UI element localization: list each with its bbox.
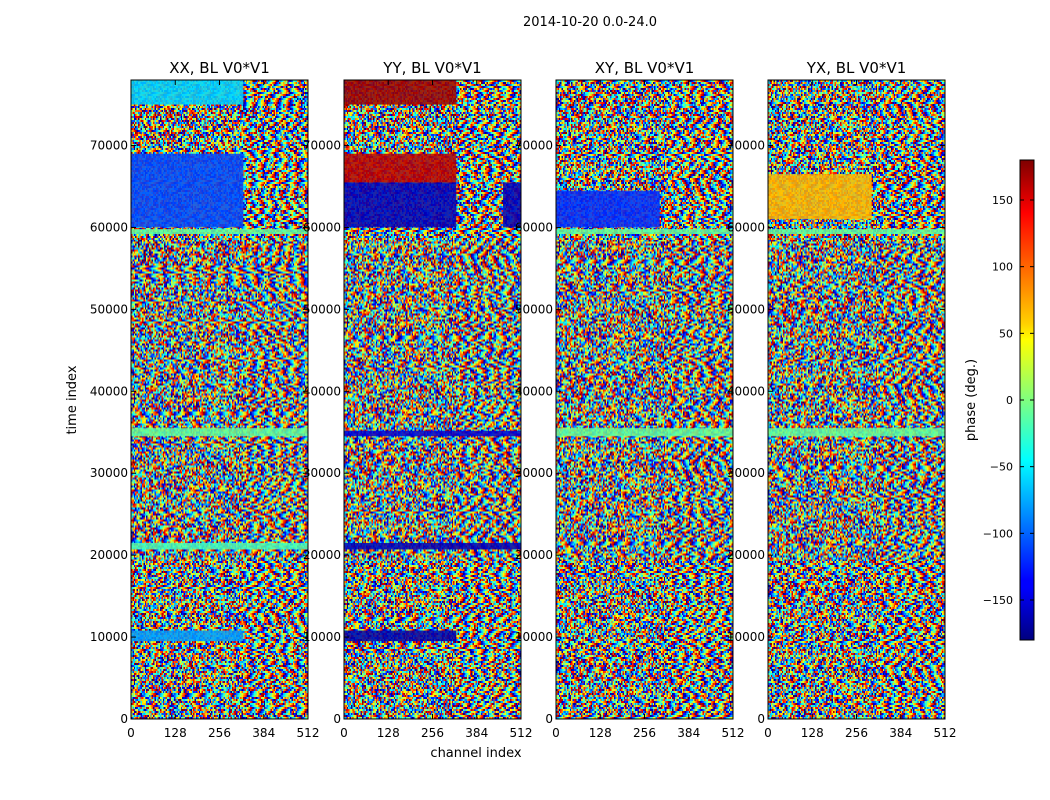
y-tick-label: 30000	[90, 466, 128, 480]
y-tick-label: 70000	[727, 139, 765, 153]
heatmap-band	[131, 229, 308, 235]
panel-title: XY, BL V0*V1	[595, 59, 695, 77]
y-tick-label: 40000	[727, 384, 765, 398]
y-tick-label: 50000	[90, 302, 128, 316]
colorbar-tick-label: −150	[983, 594, 1013, 607]
y-tick-label: 50000	[303, 302, 341, 316]
y-tick-label: 50000	[727, 302, 765, 316]
colorbar: −150 −100 −50 0 50 100 150 phase (deg.)	[964, 159, 1035, 641]
y-tick-label: 20000	[727, 548, 765, 562]
heatmap-image	[556, 80, 733, 719]
y-tick-label: 60000	[727, 220, 765, 234]
x-tick-label: 384	[677, 726, 700, 740]
figure-suptitle: 2014-10-20 0.0-24.0	[523, 15, 657, 30]
y-tick-label: 30000	[515, 466, 553, 480]
y-axis-label: time index	[65, 365, 80, 434]
panels: XX, BL V0*V1 0 128 256 384 512 0 10000 20000 3000…	[90, 59, 957, 740]
x-tick-label: 0	[552, 726, 560, 740]
heatmap-band	[131, 80, 244, 105]
heatmap-band	[344, 80, 457, 105]
heatmap-band	[131, 153, 244, 228]
x-tick-label: 256	[633, 726, 656, 740]
y-tick-label: 60000	[90, 220, 128, 234]
y-tick-label: 70000	[515, 139, 553, 153]
y-tick-label: 10000	[90, 630, 128, 644]
x-tick-label: 128	[164, 726, 187, 740]
colorbar-ticks: −150 −100 −50 0 50 100 150	[983, 194, 1034, 607]
heatmap-band	[556, 190, 660, 228]
x-tick-label: 0	[764, 726, 772, 740]
x-tick-label: 512	[297, 726, 320, 740]
x-tick-label: 128	[589, 726, 612, 740]
heatmap-band	[556, 229, 733, 235]
y-tick-label: 70000	[90, 139, 128, 153]
panel-4: YX, BL V0*V1 0 128 256 384 512 0 10000 20000 3000…	[727, 59, 957, 740]
y-tick-label: 40000	[90, 384, 128, 398]
y-tick-label: 0	[333, 712, 341, 726]
heatmap-band	[344, 182, 457, 228]
heatmap-band	[768, 229, 945, 235]
y-tick-label: 0	[545, 712, 553, 726]
panel-2: YY, BL V0*V1 0 128 256 384 512 0 10000 20000 3000…	[303, 59, 533, 740]
colorbar-tick-label: −50	[990, 461, 1013, 474]
heatmap-band	[131, 428, 308, 437]
x-axis-label: channel index	[430, 746, 521, 761]
y-tick-label: 30000	[727, 466, 765, 480]
y-tick-label: 10000	[303, 630, 341, 644]
x-tick-label: 0	[340, 726, 348, 740]
panel-3: XY, BL V0*V1 0 128 256 384 512 0 10000 20000 3000…	[515, 59, 745, 740]
y-tick-label: 60000	[303, 220, 341, 234]
y-tick-label: 10000	[515, 630, 553, 644]
x-tick-label: 128	[801, 726, 824, 740]
heatmap-band	[131, 542, 308, 550]
heatmap-band	[344, 630, 457, 642]
panel-1: XX, BL V0*V1 0 128 256 384 512 0 10000 20000 3000…	[90, 59, 320, 740]
y-tick-label: 40000	[515, 384, 553, 398]
heatmap-band	[344, 430, 521, 437]
y-tick-label: 0	[757, 712, 765, 726]
y-tick-label: 40000	[303, 384, 341, 398]
x-tick-label: 512	[722, 726, 745, 740]
x-tick-label: 256	[845, 726, 868, 740]
heatmap-band	[344, 542, 521, 550]
x-tick-label: 256	[208, 726, 231, 740]
panel-title: XX, BL V0*V1	[169, 59, 270, 77]
y-tick-label: 20000	[303, 548, 341, 562]
y-tick-label: 20000	[515, 548, 553, 562]
heatmap-band	[768, 174, 872, 220]
y-tick-label: 50000	[515, 302, 553, 316]
heatmap-band	[556, 428, 733, 437]
x-tick-label: 384	[252, 726, 275, 740]
panel-title: YX, BL V0*V1	[806, 59, 907, 77]
y-tick-label: 20000	[90, 548, 128, 562]
heatmap-band	[503, 182, 521, 228]
y-tick-label: 0	[120, 712, 128, 726]
colorbar-label: phase (deg.)	[964, 359, 979, 441]
x-tick-label: 384	[465, 726, 488, 740]
x-tick-label: 512	[934, 726, 957, 740]
y-tick-label: 70000	[303, 139, 341, 153]
y-tick-label: 10000	[727, 630, 765, 644]
colorbar-tick-label: 100	[992, 261, 1013, 274]
heatmap-band	[131, 630, 244, 642]
y-tick-label: 60000	[515, 220, 553, 234]
colorbar-tick-label: 150	[992, 194, 1013, 207]
heatmap-band	[344, 153, 457, 183]
x-tick-label: 256	[421, 726, 444, 740]
y-tick-label: 30000	[303, 466, 341, 480]
heatmap-band	[768, 428, 945, 437]
colorbar-tick-label: −100	[983, 527, 1013, 540]
x-tick-label: 512	[510, 726, 533, 740]
colorbar-tick-label: 0	[1006, 394, 1013, 407]
x-tick-label: 128	[377, 726, 400, 740]
panel-title: YY, BL V0*V1	[382, 59, 481, 77]
colorbar-tick-label: 50	[999, 327, 1013, 340]
x-tick-label: 384	[889, 726, 912, 740]
x-tick-label: 0	[127, 726, 135, 740]
